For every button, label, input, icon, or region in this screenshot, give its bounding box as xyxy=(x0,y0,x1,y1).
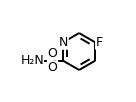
Text: F: F xyxy=(96,36,103,49)
Text: N: N xyxy=(58,36,68,49)
Text: O: O xyxy=(48,47,58,60)
Text: H₂N: H₂N xyxy=(21,54,45,67)
Text: O: O xyxy=(48,62,58,74)
Text: S: S xyxy=(48,54,57,68)
